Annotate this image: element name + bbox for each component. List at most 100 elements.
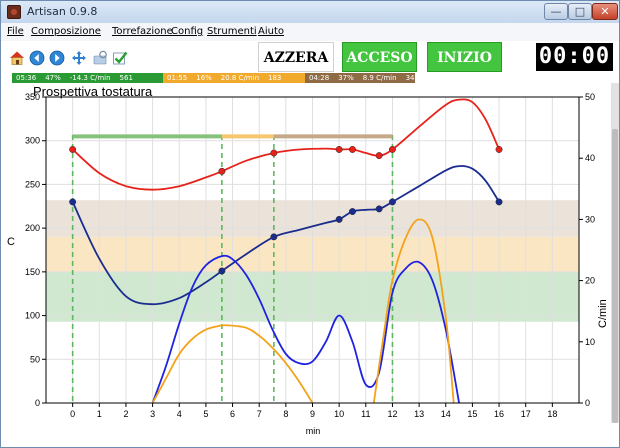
phase-dry-time: 05:36	[16, 74, 37, 82]
x-tick-label: 9	[310, 409, 315, 419]
close-button[interactable]: ✕	[592, 3, 618, 20]
y-tick-label: 250	[25, 179, 40, 189]
series-marker	[218, 167, 226, 175]
menu-bar: File Composizione Torrefazione Config St…	[1, 23, 619, 42]
y-tick-label: 350	[25, 92, 40, 102]
x-tick-label: 15	[467, 409, 477, 419]
y-tick-label: 0	[35, 398, 40, 408]
series-marker	[389, 198, 396, 206]
phase-bar: 05:36 47% -14.3 C/min 561 01:55 16% 20.8 C/mi…	[1, 73, 619, 83]
y-tick-label: 300	[25, 136, 40, 146]
series-marker	[270, 233, 278, 241]
start-button[interactable]: INIZIO	[427, 42, 502, 72]
x-tick-label: 4	[177, 409, 182, 419]
y-axis-label: C	[7, 236, 15, 248]
back-icon[interactable]	[29, 50, 45, 66]
series-line-2	[151, 254, 460, 404]
x-tick-label: 17	[521, 409, 531, 419]
chart-axes: 0 1 2 3 4 5 6 7 8 9 10 11 12 13 14 15 16 17 18050100150200…	[25, 92, 595, 419]
phase-development-area: 349	[405, 74, 415, 82]
home-icon[interactable]	[9, 50, 25, 66]
y-tick-label: 150	[25, 267, 40, 277]
title-bar[interactable]: Artisan 0.9.8 — □ ✕	[1, 1, 619, 24]
y2-axis-label: C/min	[597, 299, 609, 328]
series-marker	[495, 146, 503, 153]
zoom-icon[interactable]	[92, 50, 108, 66]
chart-title: Prospettiva tostatura	[33, 84, 153, 99]
y2-tick-label: 20	[585, 276, 595, 286]
x-tick-label: 3	[150, 409, 155, 419]
phase-maillard-area: 183	[268, 74, 282, 82]
x-tick-label: 7	[257, 409, 262, 419]
series-line-4	[372, 218, 455, 404]
y-tick-label: 200	[25, 223, 40, 233]
window-title: Artisan 0.9.8	[27, 5, 98, 18]
y-tick-label: 50	[30, 354, 40, 364]
maximize-button[interactable]: □	[568, 3, 592, 20]
phase-dry-percent: 47%	[45, 74, 61, 82]
series-marker	[495, 198, 503, 206]
menu-aiuto[interactable]: Aiuto	[258, 26, 284, 37]
phase-development-rate: 8.9 C/min	[362, 74, 397, 82]
scrollbar-thumb[interactable]	[612, 129, 618, 423]
y2-tick-label: 30	[585, 214, 595, 224]
phase-dry: 05:36 47% -14.3 C/min 561	[12, 73, 163, 83]
phase-development-time: 04:28	[309, 74, 330, 82]
x-tick-label: 2	[123, 409, 128, 419]
on-button[interactable]: ACCESO	[342, 42, 417, 72]
menu-file[interactable]: File	[7, 26, 24, 37]
series-marker	[389, 146, 396, 153]
data-series	[69, 98, 503, 404]
series-marker	[349, 208, 356, 215]
series-marker	[375, 152, 383, 160]
y2-tick-label: 40	[585, 153, 595, 163]
menu-torrefazione[interactable]: Torrefazione	[112, 26, 173, 37]
menu-composizione[interactable]: Composizione	[31, 26, 101, 37]
phase-development: 04:28 37% 8.9 C/min 349	[305, 73, 415, 83]
series-marker	[69, 146, 77, 153]
app-icon	[7, 5, 21, 19]
series-marker	[69, 198, 77, 206]
phase-dry-area: 561	[119, 74, 133, 82]
series-marker	[335, 215, 343, 223]
menu-config[interactable]: Config	[171, 26, 204, 37]
x-axis-label: min	[306, 426, 321, 436]
menu-strumenti[interactable]: Strumenti	[207, 26, 257, 37]
y2-tick-label: 0	[585, 398, 590, 408]
x-tick-label: 5	[203, 409, 208, 419]
x-tick-label: 10	[334, 409, 344, 419]
phase-maillard: 01:55 16% 20.8 C/min 183	[163, 73, 305, 83]
phase-dry-rate: -14.3 C/min	[69, 74, 111, 82]
series-marker	[335, 146, 343, 153]
check-icon[interactable]	[112, 50, 128, 66]
series-marker	[349, 146, 356, 153]
minimize-button[interactable]: —	[544, 3, 568, 20]
x-tick-label: 8	[283, 409, 288, 419]
x-tick-label: 12	[387, 409, 397, 419]
chart-grid	[46, 96, 579, 404]
series-marker	[375, 205, 383, 213]
x-tick-label: 18	[547, 409, 557, 419]
roast-chart[interactable]: 0 1 2 3 4 5 6 7 8 9 10 11 12 13 14 15 16 17 18050100150200…	[1, 83, 619, 441]
series-line-3	[151, 324, 314, 404]
series-marker	[218, 267, 226, 275]
x-tick-label: 11	[361, 409, 370, 419]
series-marker	[270, 149, 278, 157]
forward-icon[interactable]	[49, 50, 65, 66]
reset-button[interactable]: AZZERA	[258, 42, 334, 72]
series-line-0	[72, 98, 500, 191]
phase-maillard-time: 01:55	[167, 74, 188, 82]
x-tick-label: 1	[97, 409, 102, 419]
y-tick-label: 100	[25, 311, 40, 321]
timer-display: 00:00	[536, 43, 613, 71]
phase-development-percent: 37%	[338, 74, 354, 82]
move-icon[interactable]	[71, 50, 87, 66]
series-line-1	[71, 165, 500, 306]
x-tick-label: 14	[441, 409, 451, 419]
x-tick-label: 0	[70, 409, 75, 419]
phase-maillard-percent: 16%	[196, 74, 212, 82]
x-tick-label: 13	[414, 409, 424, 419]
y2-tick-label: 50	[585, 92, 595, 102]
x-tick-label: 6	[230, 409, 235, 419]
